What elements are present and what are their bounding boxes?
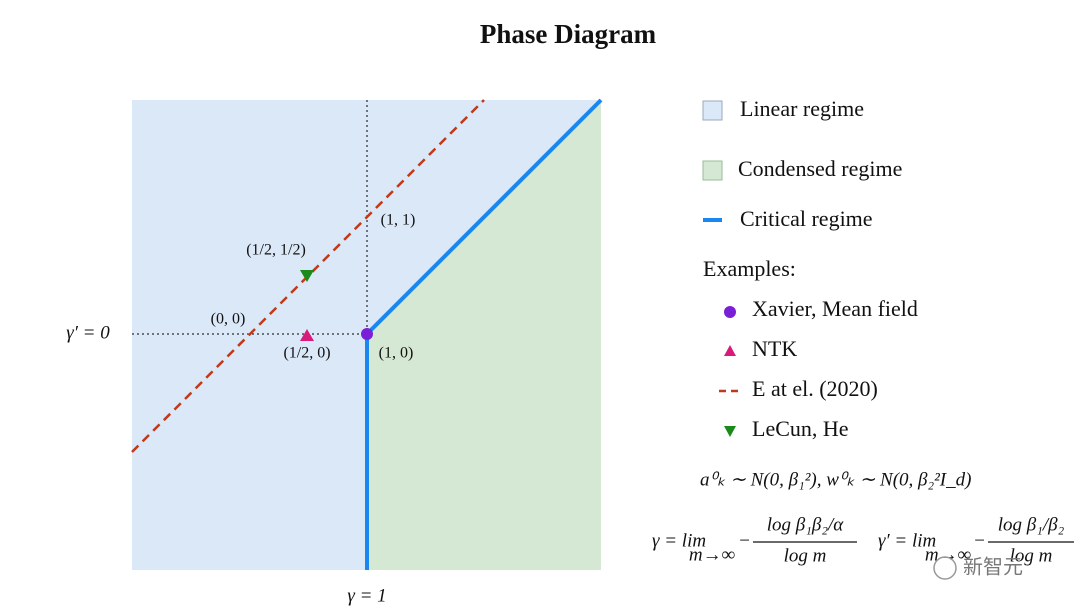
watermark: 新智元 <box>963 555 1023 579</box>
watermark-icon <box>933 556 957 580</box>
legend-label: LeCun, He <box>752 416 849 441</box>
condensed-region <box>367 100 601 570</box>
legend-label: NTK <box>752 336 797 361</box>
point-label: (1/2, 0) <box>283 345 330 362</box>
formula-part: m→∞ <box>689 544 735 565</box>
title: Phase Diagram <box>480 19 657 49</box>
formula-part: γ = lim <box>652 530 706 551</box>
formula: a⁰ₖ ∼ N(0, β₁²), w⁰ₖ ∼ N(0, β₂²I_d) <box>700 469 971 490</box>
formula-part: − <box>738 530 751 551</box>
formula-part: − <box>973 530 986 551</box>
axis-label: γ′ = 0 <box>66 322 110 343</box>
formula-part: log m <box>1010 545 1053 566</box>
legend-label: Xavier, Mean field <box>752 296 918 321</box>
formula-part: log β₁/β₂ <box>998 514 1065 535</box>
legend-label: Critical regime <box>740 206 873 231</box>
point-label: (1, 1) <box>381 212 416 229</box>
examples-title: Examples: <box>703 256 796 281</box>
legend-marker <box>724 345 736 356</box>
point-label: (1/2, 1/2) <box>246 242 306 259</box>
legend-swatch <box>702 100 723 121</box>
legend-label: Condensed regime <box>738 156 902 181</box>
legend-swatch <box>702 160 723 181</box>
xavier-point <box>361 328 373 340</box>
legend-marker <box>724 426 736 437</box>
legend-label: Linear regime <box>740 96 864 121</box>
formula-part: log m <box>784 545 827 566</box>
axis-label: γ = 1 <box>347 585 386 606</box>
legend-marker <box>724 306 736 318</box>
point-label: (0, 0) <box>211 311 246 328</box>
lecun-point <box>300 270 314 282</box>
formula-part: γ′ = lim <box>878 530 936 551</box>
ntk-point <box>300 329 314 341</box>
legend-label: E at el. (2020) <box>752 376 878 401</box>
point-label: (1, 0) <box>379 345 414 362</box>
formula-part: log β₁β₂/α <box>767 514 844 535</box>
